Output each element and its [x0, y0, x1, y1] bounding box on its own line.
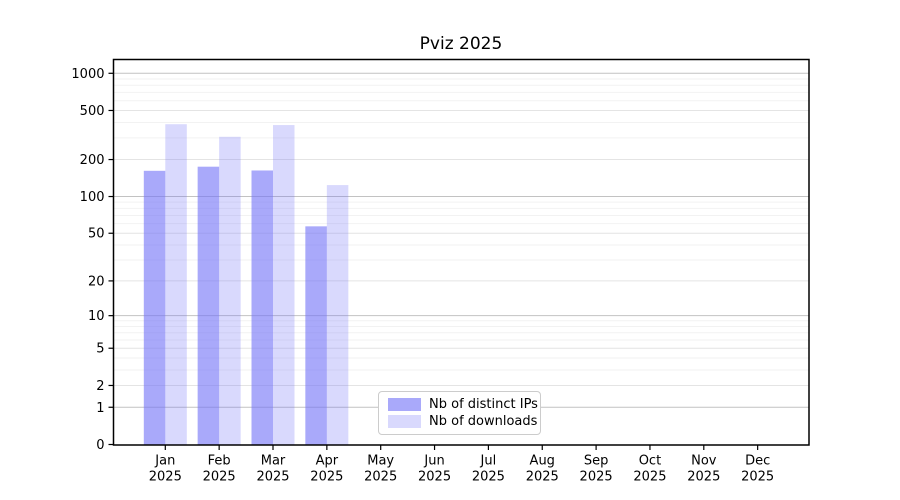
x-tick-label-month: Dec	[745, 454, 770, 469]
y-tick-label: 50	[88, 227, 105, 242]
x-tick-label-year: 2025	[149, 470, 182, 485]
bar-distinct-ips-apr	[305, 226, 327, 445]
x-tick-label-month: Sep	[584, 454, 609, 469]
y-tick-label: 100	[80, 190, 105, 205]
x-tick-label-year: 2025	[203, 470, 236, 485]
y-tick-label: 0	[96, 438, 104, 453]
bar-downloads-jan	[165, 124, 187, 445]
legend-swatch-distinct-ips	[388, 398, 421, 411]
y-tick-label: 5	[96, 342, 104, 357]
x-tick-label-month: Aug	[530, 454, 555, 469]
x-tick-label-month: Jul	[480, 454, 497, 469]
legend: Nb of distinct IPs Nb of downloads	[378, 391, 541, 435]
y-tick-label: 1000	[71, 67, 104, 82]
legend-swatch-downloads	[388, 415, 421, 428]
y-tick-label: 500	[80, 104, 105, 119]
bar-distinct-ips-mar	[251, 170, 273, 445]
x-tick-label-year: 2025	[256, 470, 289, 485]
x-tick-label-year: 2025	[472, 470, 505, 485]
x-tick-label-month: Jun	[423, 454, 444, 469]
bar-distinct-ips-feb	[197, 166, 220, 445]
bar-downloads-mar	[273, 125, 295, 445]
x-tick-label-month: Jan	[154, 454, 175, 469]
bar-distinct-ips-jan	[143, 170, 166, 445]
y-tick-label: 2	[96, 379, 104, 394]
x-tick-label-year: 2025	[526, 470, 559, 485]
legend-item-downloads: Nb of downloads	[388, 413, 538, 430]
chart-title: Pviz 2025	[419, 34, 503, 54]
x-tick-label-year: 2025	[364, 470, 397, 485]
x-tick-label-month: Apr	[316, 454, 339, 469]
legend-label-distinct-ips: Nb of distinct IPs	[429, 397, 538, 412]
y-tick-label: 1	[96, 401, 104, 416]
plot-border	[112, 58, 810, 446]
y-tick-label: 20	[88, 274, 105, 289]
x-tick-label-year: 2025	[310, 470, 343, 485]
y-tick-label: 10	[88, 309, 105, 324]
x-tick-label-month: May	[367, 454, 394, 469]
x-tick-label-year: 2025	[580, 470, 613, 485]
x-tick-label-year: 2025	[633, 470, 666, 485]
legend-label-downloads: Nb of downloads	[429, 414, 538, 429]
x-tick-label-year: 2025	[741, 470, 774, 485]
x-tick-label-year: 2025	[687, 470, 720, 485]
x-tick-label-month: Nov	[691, 454, 717, 469]
y-tick-label: 200	[80, 153, 105, 168]
x-tick-label-year: 2025	[418, 470, 451, 485]
x-tick-label-month: Mar	[261, 454, 286, 469]
bar-downloads-feb	[219, 136, 241, 445]
x-tick-label-month: Feb	[208, 454, 231, 469]
bar-downloads-apr	[326, 185, 349, 445]
legend-item-distinct-ips: Nb of distinct IPs	[388, 396, 538, 413]
x-tick-label-month: Oct	[639, 454, 661, 469]
